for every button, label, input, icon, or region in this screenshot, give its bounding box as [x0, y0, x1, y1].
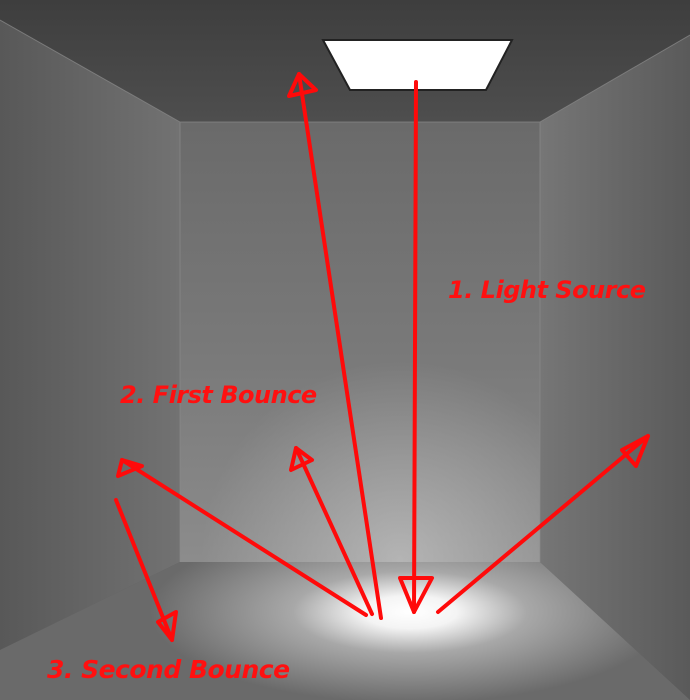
floor	[0, 562, 690, 700]
light-source-arrow	[398, 80, 434, 614]
back-wall-glow	[180, 122, 540, 562]
left-wall	[0, 20, 180, 650]
label-light-source: 1. Light Source	[448, 276, 646, 304]
first-bounce-arrow-up	[287, 72, 383, 620]
right-wall	[540, 35, 690, 700]
label-first-bounce: 2. First Bounce	[120, 381, 317, 409]
ceiling-light-panel	[321, 39, 514, 91]
second-bounce-arrow	[114, 498, 178, 642]
first-bounce-arrow-right	[436, 434, 650, 614]
first-bounce-arrow-left	[116, 458, 368, 617]
first-bounce-arrow-mid	[289, 446, 374, 616]
label-second-bounce: 3. Second Bounce	[47, 655, 290, 684]
room-edges	[0, 19, 690, 562]
arrows	[114, 72, 650, 642]
